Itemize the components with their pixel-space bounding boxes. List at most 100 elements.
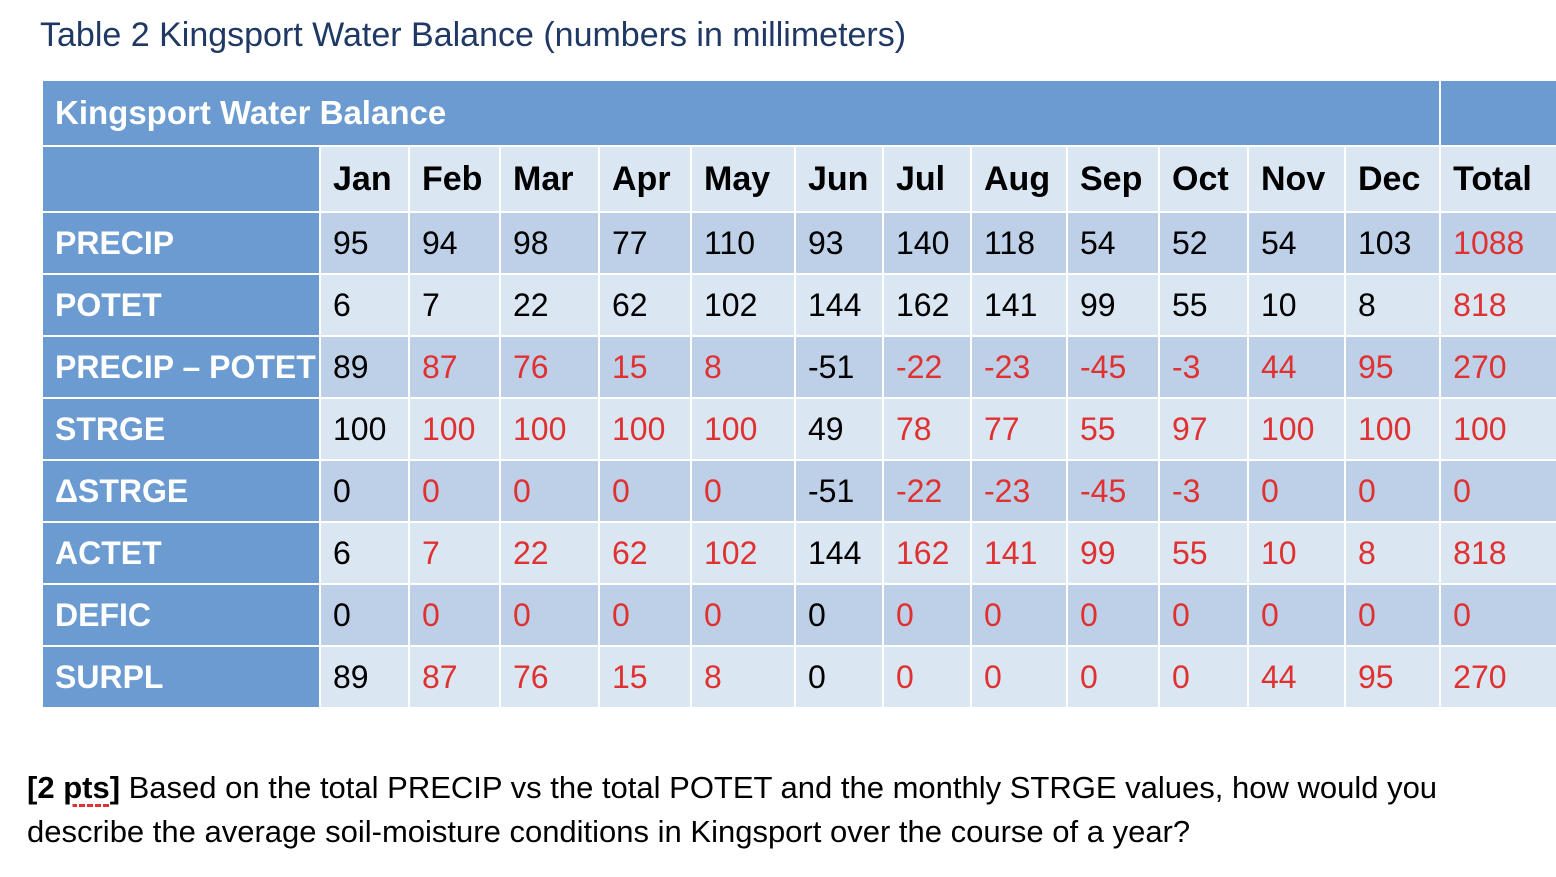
month-header: Jun <box>794 145 884 213</box>
value-cell: 0 <box>319 459 410 523</box>
value-cell: 55 <box>1158 273 1249 337</box>
value-cell: 52 <box>1158 211 1249 275</box>
value-cell: 0 <box>1066 583 1160 647</box>
water-balance-table: Kingsport Water Balance Jan Feb Mar Apr … <box>40 79 1556 709</box>
month-header: Apr <box>598 145 692 213</box>
question-body: Based on the total PRECIP vs the total P… <box>27 770 1438 849</box>
value-cell: 162 <box>882 273 972 337</box>
value-cell: 140 <box>882 211 972 275</box>
value-cell: 0 <box>499 583 600 647</box>
value-cell: 0 <box>690 583 796 647</box>
value-cell: 44 <box>1247 645 1346 709</box>
value-cell: 0 <box>1158 645 1249 709</box>
value-cell: 103 <box>1343 211 1442 275</box>
value-cell: 0 <box>1066 645 1160 709</box>
value-cell: 76 <box>499 645 600 709</box>
value-cell: 10 <box>1247 273 1346 337</box>
month-header: Aug <box>970 145 1068 213</box>
value-cell: 94 <box>408 211 501 275</box>
value-cell: 0 <box>882 645 972 709</box>
value-cell: 162 <box>882 521 972 585</box>
value-cell: 100 <box>598 397 692 461</box>
table-row: ΔSTRGE 0 0 0 0 0 -51 -22 -23 -45 -3 0 0 0 <box>41 459 1556 523</box>
value-cell: 0 <box>319 583 410 647</box>
table-title: Kingsport Water Balance <box>40 79 1442 147</box>
value-cell: 22 <box>499 521 600 585</box>
value-cell: 54 <box>1066 211 1160 275</box>
row-label: PRECIP <box>41 211 321 275</box>
value-cell: 0 <box>794 583 884 647</box>
value-cell: -45 <box>1066 459 1160 523</box>
value-cell: 144 <box>794 521 884 585</box>
value-cell: 87 <box>408 335 501 399</box>
value-cell: 15 <box>598 645 692 709</box>
value-cell: 44 <box>1247 335 1346 399</box>
total-cell: 818 <box>1439 521 1556 585</box>
value-cell: 0 <box>598 459 692 523</box>
value-cell: -23 <box>970 459 1068 523</box>
points-label: [2 pts] <box>27 770 121 805</box>
value-cell: 89 <box>319 335 410 399</box>
corner-header-cell <box>41 145 321 213</box>
table-caption: Table 2 Kingsport Water Balance (numbers… <box>40 16 907 54</box>
value-cell: 95 <box>1343 335 1442 399</box>
value-cell: 0 <box>598 583 692 647</box>
value-cell: 15 <box>598 335 692 399</box>
value-cell: 0 <box>1247 583 1346 647</box>
total-cell: 270 <box>1439 645 1556 709</box>
value-cell: 87 <box>408 645 501 709</box>
value-cell: 100 <box>319 397 410 461</box>
value-cell: 93 <box>794 211 884 275</box>
value-cell: -51 <box>794 459 884 523</box>
value-cell: 7 <box>408 521 501 585</box>
value-cell: 97 <box>1158 397 1249 461</box>
value-cell: 100 <box>1343 397 1442 461</box>
value-cell: 0 <box>499 459 600 523</box>
month-header: Dec <box>1343 145 1442 213</box>
value-cell: 95 <box>1343 645 1442 709</box>
row-label: STRGE <box>41 397 321 461</box>
month-header: Nov <box>1247 145 1346 213</box>
value-cell: 8 <box>690 335 796 399</box>
value-cell: 99 <box>1066 273 1160 337</box>
row-label: PRECIP – POTET <box>41 335 321 399</box>
value-cell: 0 <box>1343 459 1442 523</box>
question-text: [2 pts] Based on the total PRECIP vs the… <box>27 766 1527 854</box>
value-cell: 0 <box>970 645 1068 709</box>
value-cell: 76 <box>499 335 600 399</box>
table-row: PRECIP – POTET 89 87 76 15 8 -51 -22 -23 -45 -3 44 9… <box>41 335 1556 399</box>
value-cell: -45 <box>1066 335 1160 399</box>
value-cell: 89 <box>319 645 410 709</box>
value-cell: 6 <box>319 273 410 337</box>
value-cell: 99 <box>1066 521 1160 585</box>
value-cell: -22 <box>882 459 972 523</box>
row-label: SURPL <box>41 645 321 709</box>
value-cell: 100 <box>1247 397 1346 461</box>
table-row: PRECIP 95 94 98 77 110 93 140 118 54 52 54 103 1088 <box>41 211 1556 275</box>
value-cell: 0 <box>882 583 972 647</box>
month-header: May <box>690 145 796 213</box>
row-label: DEFIC <box>41 583 321 647</box>
total-cell: 0 <box>1439 459 1556 523</box>
value-cell: 55 <box>1158 521 1249 585</box>
value-cell: 0 <box>794 645 884 709</box>
value-cell: 8 <box>1343 521 1442 585</box>
month-header: Sep <box>1066 145 1160 213</box>
table-row: DEFIC 0 0 0 0 0 0 0 0 0 0 0 0 0 <box>41 583 1556 647</box>
value-cell: -22 <box>882 335 972 399</box>
value-cell: 10 <box>1247 521 1346 585</box>
value-cell: 102 <box>690 273 796 337</box>
value-cell: 77 <box>598 211 692 275</box>
table-title-spacer <box>1439 79 1556 147</box>
table-row: POTET 6 7 22 62 102 144 162 141 99 55 10 8 818 <box>41 273 1556 337</box>
total-cell: 270 <box>1439 335 1556 399</box>
value-cell: 0 <box>1158 583 1249 647</box>
total-cell: 0 <box>1439 583 1556 647</box>
value-cell: 8 <box>1343 273 1442 337</box>
row-label: POTET <box>41 273 321 337</box>
row-label: ACTET <box>41 521 321 585</box>
total-cell: 818 <box>1439 273 1556 337</box>
value-cell: 98 <box>499 211 600 275</box>
value-cell: 0 <box>970 583 1068 647</box>
value-cell: 0 <box>1343 583 1442 647</box>
